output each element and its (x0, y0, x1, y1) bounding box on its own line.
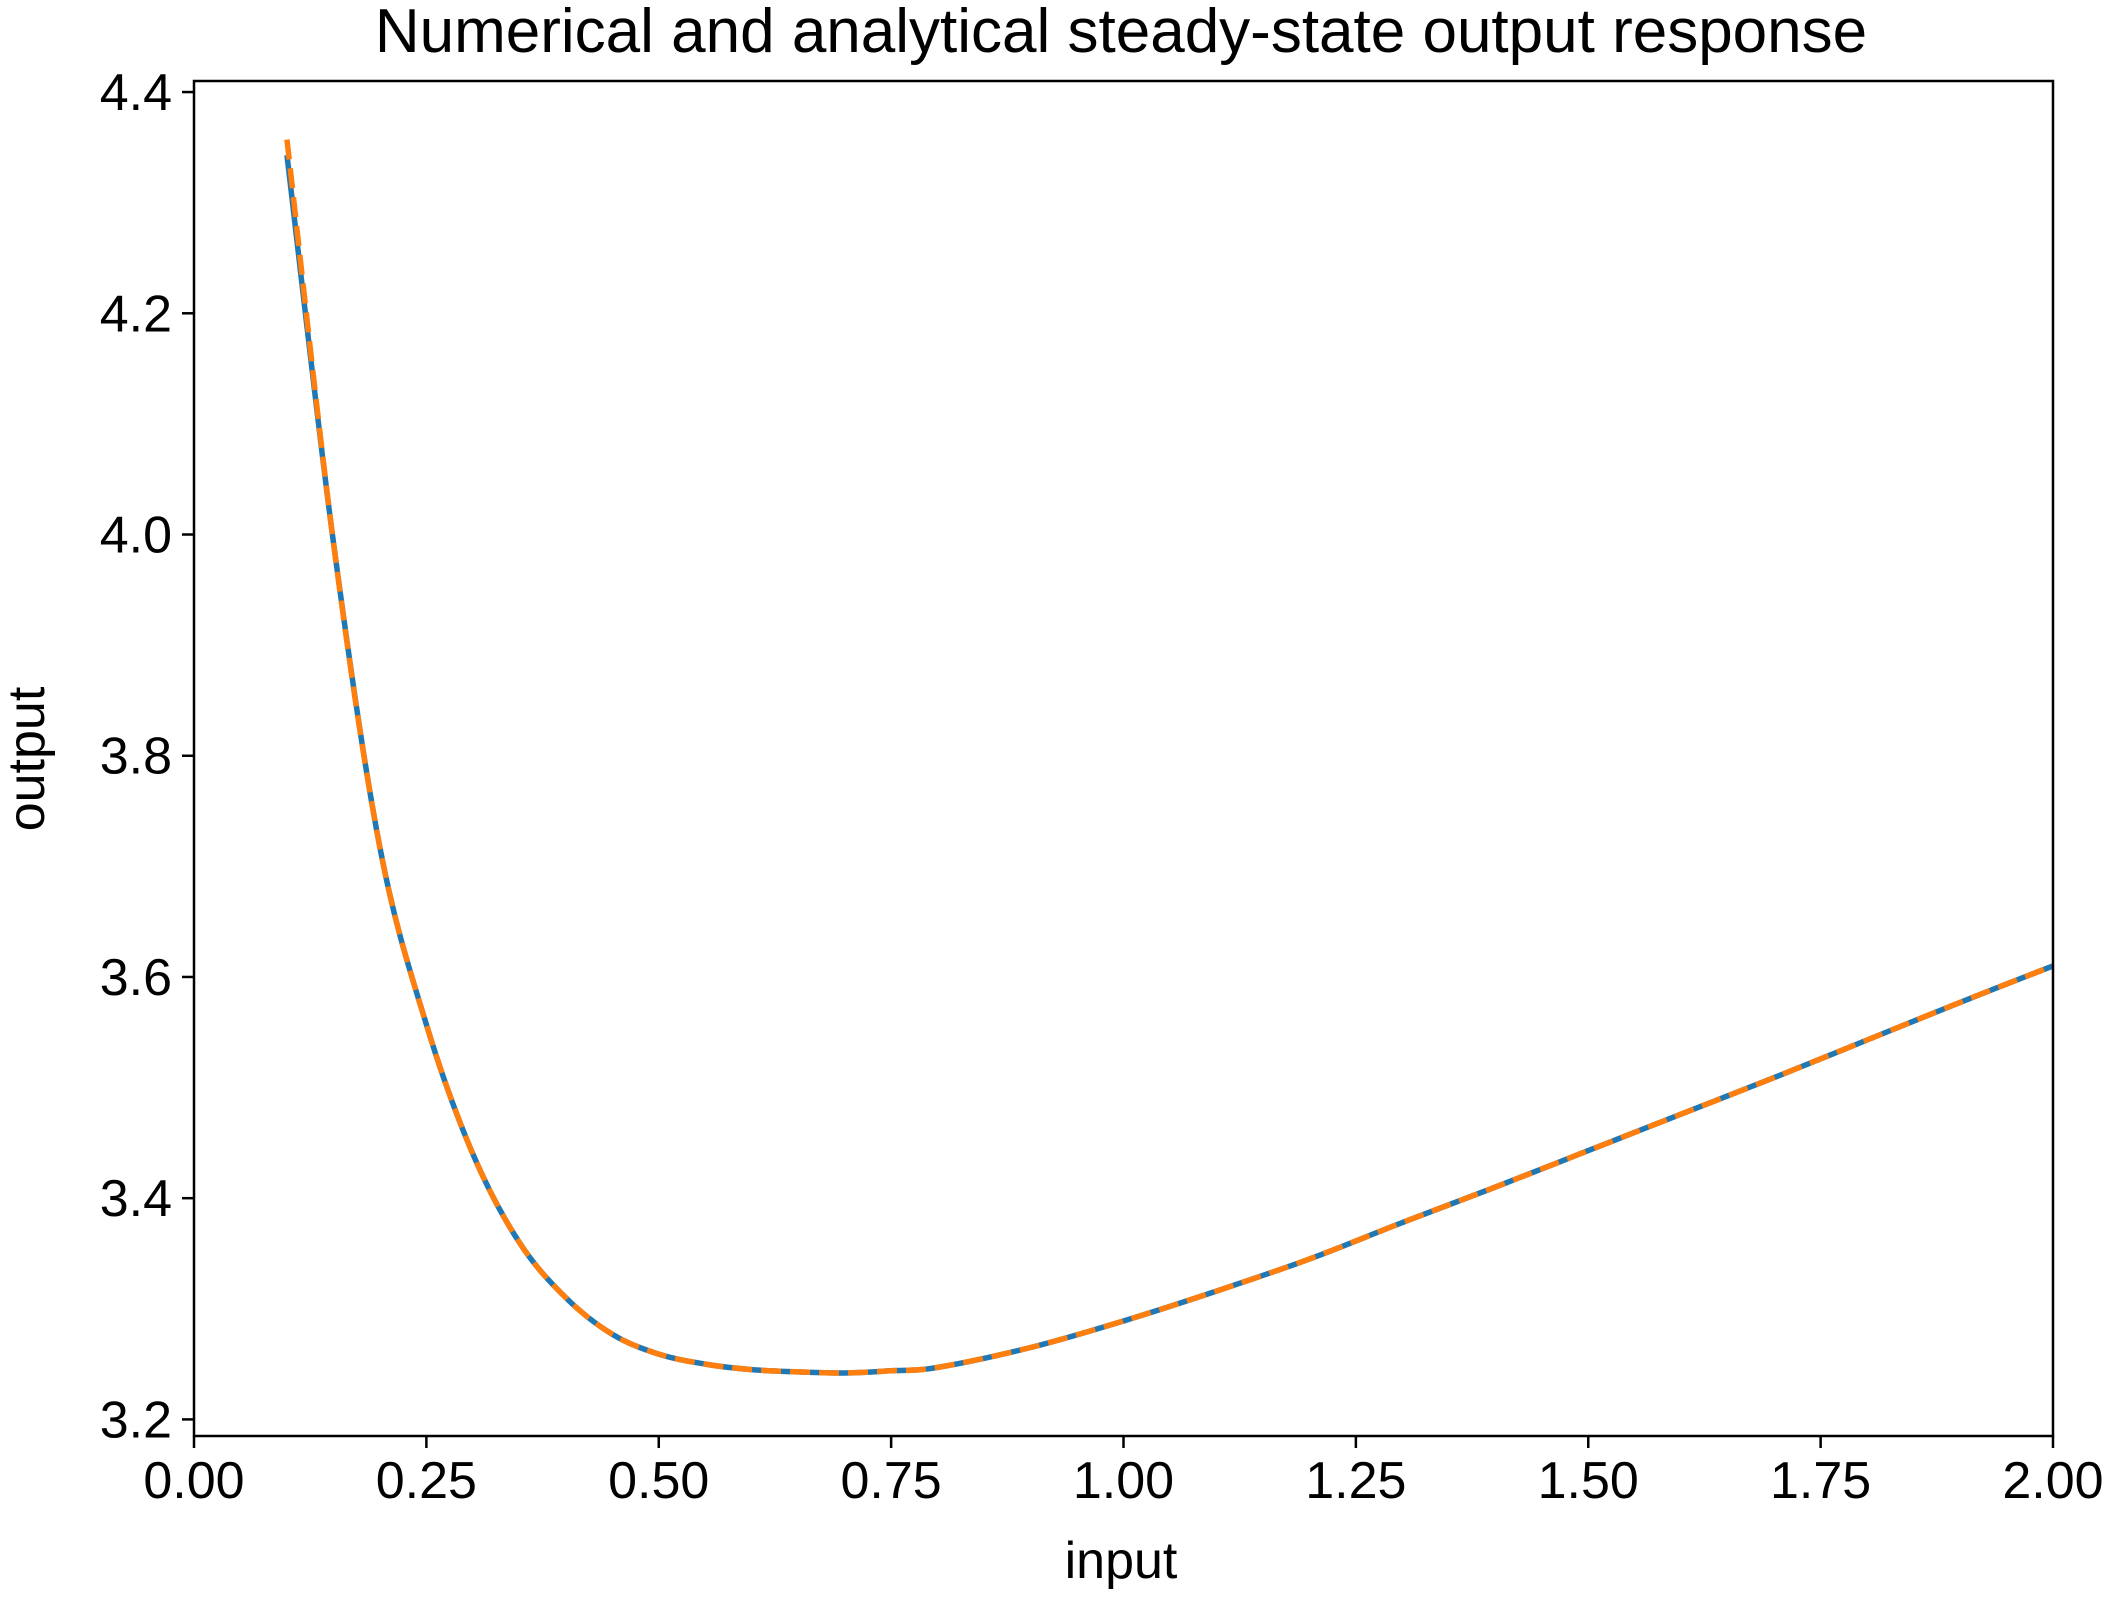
x-axis: 0.00 0.25 0.50 0.75 1.00 1.25 1.50 1.75 2.00 (143, 1436, 2104, 1510)
y-tick-label: 3.4 (100, 1170, 172, 1228)
y-tick-label: 3.6 (100, 949, 172, 1007)
chart-title: Numerical and analytical steady-state ou… (375, 0, 1867, 66)
y-axis-label: output (0, 686, 56, 831)
plot-area (284, 139, 2055, 1376)
y-tick-label: 3.8 (100, 728, 172, 786)
y-tick-label: 4.2 (100, 285, 172, 343)
y-tick-label: 4.4 (100, 64, 172, 122)
y-tick-label: 3.2 (100, 1391, 172, 1449)
series-line-1 (284, 154, 2055, 1376)
x-tick-label: 0.00 (143, 1452, 244, 1510)
y-axis: 3.2 3.4 3.6 3.8 4.0 4.2 4.4 (100, 64, 194, 1449)
x-tick-label: 1.75 (1770, 1452, 1871, 1510)
x-tick-label: 0.75 (841, 1452, 942, 1510)
axes-frame (192, 79, 2055, 1438)
x-tick-label: 1.25 (1305, 1452, 1406, 1510)
x-tick-label: 0.25 (376, 1452, 477, 1510)
x-axis-label: input (1065, 1532, 1178, 1590)
x-tick-label: 1.50 (1538, 1452, 1639, 1510)
y-tick-label: 4.0 (100, 507, 172, 565)
x-tick-label: 1.00 (1073, 1452, 1174, 1510)
series-line-2 (284, 139, 2055, 1376)
x-tick-label: 0.50 (608, 1452, 709, 1510)
x-tick-label: 2.00 (2002, 1452, 2103, 1510)
